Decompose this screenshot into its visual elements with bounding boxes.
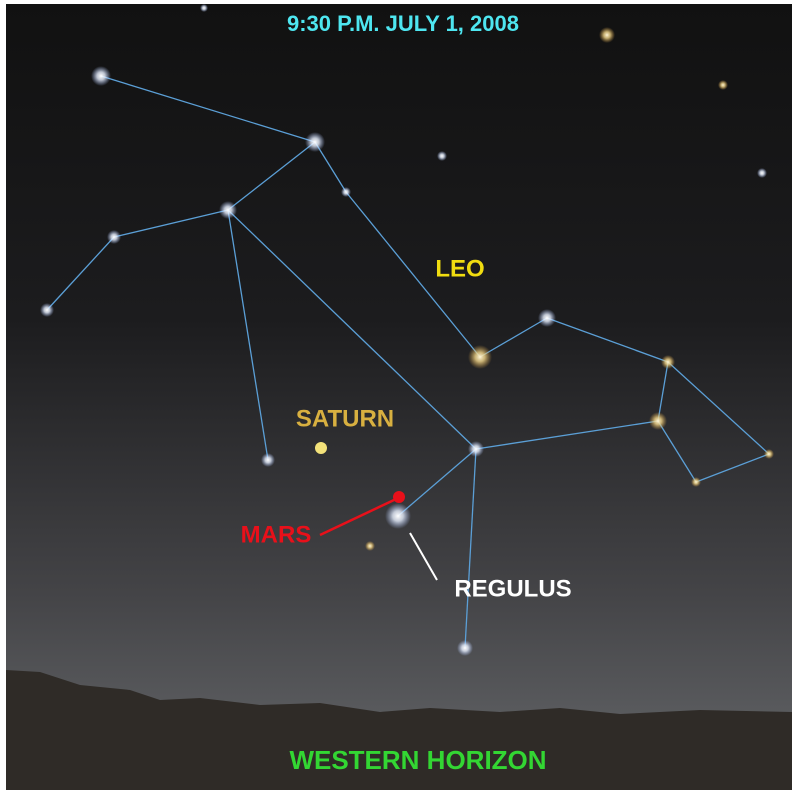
saturn-label: SATURN bbox=[296, 405, 394, 432]
leo-label: LEO bbox=[435, 255, 484, 282]
mars-label: MARS bbox=[241, 521, 312, 548]
sky bbox=[6, 4, 792, 790]
horizon-label: WESTERN HORIZON bbox=[289, 745, 546, 775]
regulus-label: REGULUS bbox=[454, 575, 571, 602]
sky-chart: 9:30 P.M. JULY 1, 2008 LEO SATURN MARS R… bbox=[0, 0, 798, 795]
title: 9:30 P.M. JULY 1, 2008 bbox=[287, 11, 519, 36]
